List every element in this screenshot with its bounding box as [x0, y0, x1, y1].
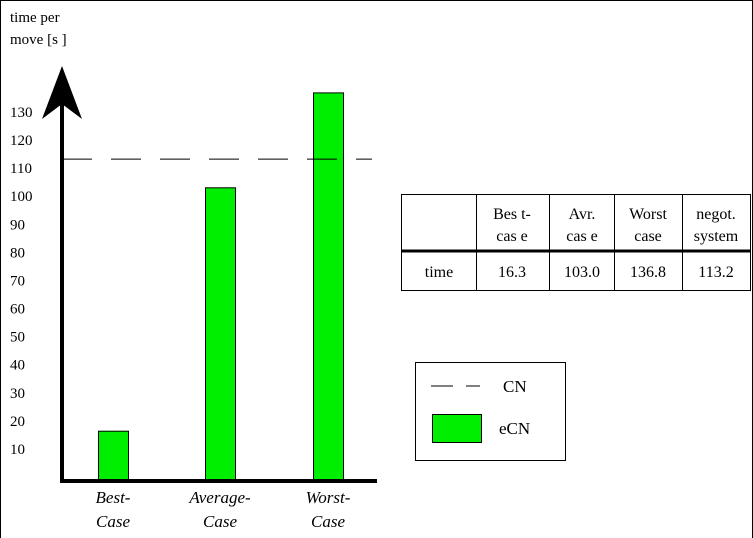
category-labels: Best- Case Average- Case Worst- Case [96, 488, 351, 531]
y-tick-label-10: 10 [10, 442, 25, 458]
category-label-1-line-2: Case [203, 512, 237, 531]
y-tick-label-20: 20 [10, 414, 25, 430]
y-axis-label-line-2: move [s ] [10, 32, 67, 48]
data-table: Bes t- cas e Avr. cas e Worst case negot… [401, 194, 751, 291]
y-tick-labels: 10 20 30 40 50 60 70 80 90 100 110 120 130 [10, 105, 33, 458]
y-tick-label-120: 120 [10, 133, 33, 149]
bars [98, 92, 344, 482]
legend-border [415, 362, 566, 461]
bar-average [205, 187, 236, 482]
table-border [401, 194, 751, 291]
y-tick-label-130: 130 [10, 105, 33, 121]
y-tick-label-40: 40 [10, 358, 25, 374]
table-cell-negot: 113.2 [698, 264, 733, 281]
table-header-best-line-2: cas e [496, 228, 528, 245]
category-label-0-line-1: Best- [96, 488, 131, 507]
legend-cn-label: CN [503, 377, 527, 396]
category-label-1-line-1: Average- [188, 488, 251, 507]
table-header-negot-line-2: system [694, 228, 739, 245]
table-header-average-line-2: cas e [566, 228, 598, 245]
legend: CN eCN [415, 362, 566, 461]
y-axis-arrowhead [42, 66, 82, 119]
y-tick-label-30: 30 [10, 386, 25, 402]
y-tick-label-100: 100 [10, 189, 33, 205]
category-label-0-line-2: Case [96, 512, 130, 531]
legend-ecn-marker [432, 414, 482, 443]
table-cell-average: 103.0 [564, 264, 600, 281]
y-tick-label-50: 50 [10, 330, 25, 346]
y-tick-label-90: 90 [10, 217, 25, 233]
table-header-worst-line-1: Worst [629, 206, 667, 223]
table-header-average-line-1: Avr. [569, 206, 596, 223]
category-label-2-line-1: Worst- [306, 488, 351, 507]
table-header-negot-line-1: negot. [696, 206, 736, 223]
table-cell-best: 16.3 [498, 264, 526, 281]
bar-best [98, 430, 129, 482]
legend-ecn-label: eCN [499, 419, 530, 438]
table-header-best-line-1: Bes t- [493, 206, 531, 223]
bar-worst [313, 92, 344, 482]
y-axis-label-line-1: time per [10, 10, 60, 26]
y-tick-label-70: 70 [10, 273, 25, 289]
table-header-worst-line-2: case [634, 228, 662, 245]
table-row-label-time: time [425, 264, 453, 281]
y-tick-label-110: 110 [10, 161, 32, 177]
y-tick-label-60: 60 [10, 302, 25, 318]
y-tick-label-80: 80 [10, 245, 25, 261]
category-label-2-line-2: Case [311, 512, 345, 531]
table-cell-worst: 136.8 [630, 264, 666, 281]
